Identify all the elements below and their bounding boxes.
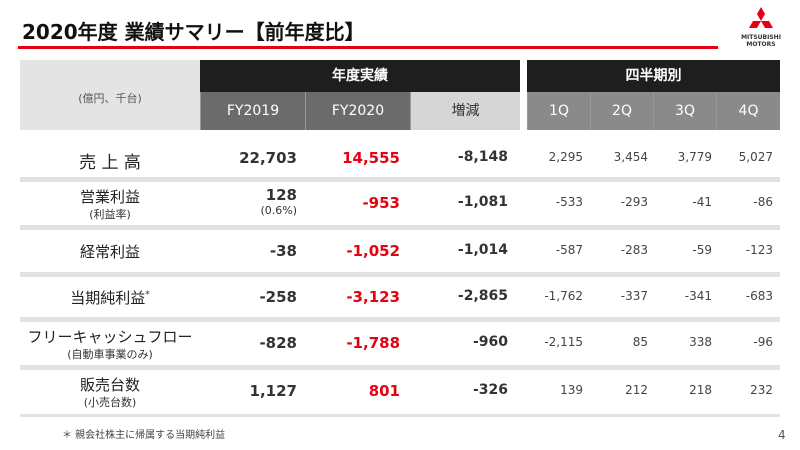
group-header: 年度実績 xyxy=(200,60,520,92)
row-label: 営業利益 xyxy=(79,188,140,206)
row-label: フリーキャッシュフロー xyxy=(27,328,193,346)
fy2020-value: -1,052 xyxy=(346,241,400,260)
column-header: FY2019 xyxy=(200,92,305,130)
quarter-value: -86 xyxy=(753,195,773,209)
fy2019-value: 22,703 xyxy=(239,149,297,167)
quarter-value: -41 xyxy=(692,195,712,209)
title: 2020年度 業績サマリー【前年度比】 xyxy=(22,20,365,44)
quarter-value: -123 xyxy=(745,242,773,257)
change-value: -1,014 xyxy=(457,241,508,258)
quarter-value: -2,115 xyxy=(544,335,583,349)
logo-line: MITSUBISHI xyxy=(741,34,781,41)
row-sublabel: (小売台数) xyxy=(83,396,137,409)
column-header: 増減 xyxy=(410,92,520,130)
fy2019-value: -258 xyxy=(259,287,297,306)
quarter-value: 338 xyxy=(689,335,712,349)
logo-text: MITSUBISHI MOTORS xyxy=(726,34,796,48)
row-label: 当期純利益* xyxy=(70,288,150,307)
row-sublabel: (利益率) xyxy=(89,208,131,221)
fy2019-value: 1,127 xyxy=(249,382,297,400)
fy2019-value: 128 xyxy=(265,186,297,204)
fy2020-value: -3,123 xyxy=(346,287,400,306)
change-value: -8,148 xyxy=(457,149,508,165)
row-separator xyxy=(20,365,780,370)
quarter-value: -683 xyxy=(745,288,773,303)
footnote: ＊ 親会社株主に帰属する当期純利益 xyxy=(62,430,226,441)
row-separator xyxy=(20,272,780,277)
row-separator xyxy=(20,225,780,230)
label-note: * xyxy=(145,289,150,300)
column-header: 3Q xyxy=(653,92,716,130)
change-value: -326 xyxy=(472,382,508,398)
quarter-value: -341 xyxy=(684,288,712,303)
column-header: 1Q xyxy=(527,92,590,130)
quarter-value: -337 xyxy=(620,288,648,303)
quarter-value: 3,779 xyxy=(677,150,712,164)
logo-line: MOTORS xyxy=(746,41,776,48)
row-label: 販売台数 xyxy=(79,376,140,394)
row-separator xyxy=(20,317,780,322)
row-label: 経常利益 xyxy=(79,242,140,261)
fy2020-value: -953 xyxy=(362,194,400,212)
row-label: 売 上 高 xyxy=(79,153,141,173)
quarter-value: -293 xyxy=(620,195,648,209)
fy2019-value: -828 xyxy=(259,334,297,352)
title-rule xyxy=(18,46,718,49)
quarter-value: 218 xyxy=(689,383,712,397)
quarter-value: 212 xyxy=(625,383,648,397)
quarter-value: -283 xyxy=(620,242,648,257)
fy2019-value: -38 xyxy=(269,241,297,260)
quarter-value: 2,295 xyxy=(548,150,583,164)
fy2020-value: -1,788 xyxy=(346,334,400,352)
fy2019-sub: (0.6%) xyxy=(260,204,297,217)
change-value: -1,081 xyxy=(457,194,508,210)
column-header: FY2020 xyxy=(305,92,410,130)
quarter-value: 5,027 xyxy=(738,150,773,164)
unit-cell xyxy=(20,60,200,130)
quarter-value: 139 xyxy=(560,383,583,397)
column-header: 2Q xyxy=(590,92,653,130)
quarter-value: -587 xyxy=(555,242,583,257)
quarter-value: 3,454 xyxy=(613,150,648,164)
change-value: -960 xyxy=(472,334,508,350)
unit: (億円、千台) xyxy=(78,92,142,105)
quarter-value: 85 xyxy=(632,335,648,349)
row-sublabel: (自動車事業のみ) xyxy=(67,348,153,361)
column-header: 4Q xyxy=(716,92,780,130)
row-separator xyxy=(20,177,780,182)
fy2020-value: 14,555 xyxy=(342,149,400,167)
quarter-value: -1,762 xyxy=(544,288,583,303)
quarter-value: -59 xyxy=(692,242,712,257)
change-value: -2,865 xyxy=(457,287,508,304)
logo-mark xyxy=(749,7,773,28)
page-number: 4 xyxy=(778,428,786,442)
quarter-value: -533 xyxy=(555,195,583,209)
quarter-value: -96 xyxy=(753,335,773,349)
fy2020-value: 801 xyxy=(368,382,400,400)
quarter-value: 232 xyxy=(750,383,773,397)
group-header: 四半期別 xyxy=(527,60,780,92)
table-bottom xyxy=(20,414,780,417)
